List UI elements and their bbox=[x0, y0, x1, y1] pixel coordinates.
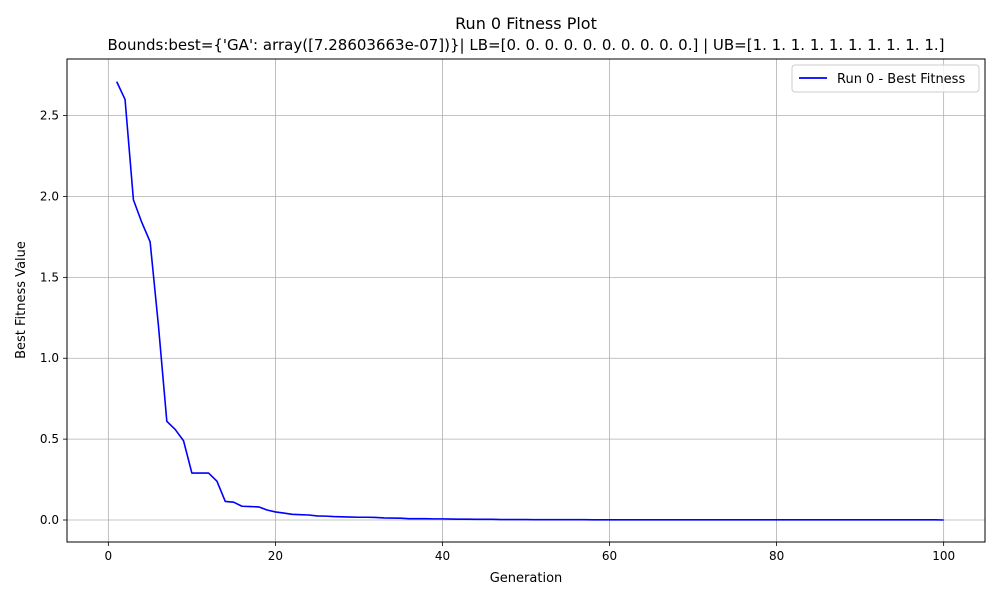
x-axis-label: Generation bbox=[490, 571, 563, 586]
chart-subtitle: Bounds:best={'GA': array([7.28603663e-07… bbox=[108, 36, 945, 54]
x-tick-label: 0 bbox=[105, 549, 113, 563]
y-tick-label: 0.0 bbox=[40, 513, 59, 527]
y-tick-label: 0.5 bbox=[40, 432, 59, 446]
plot-frame bbox=[66, 58, 986, 543]
y-axis-ticks: 0.0 0.5 1.0 1.5 2.0 2.5 bbox=[40, 109, 67, 527]
x-tick-label: 60 bbox=[602, 549, 617, 563]
y-tick-label: 2.0 bbox=[40, 189, 59, 203]
y-tick-label: 1.0 bbox=[40, 351, 59, 365]
y-tick-label: 2.5 bbox=[40, 109, 59, 123]
chart-title: Run 0 Fitness Plot bbox=[455, 14, 597, 33]
series-line-run-0 bbox=[115, 81, 944, 521]
x-tick-label: 20 bbox=[268, 549, 283, 563]
legend-box bbox=[791, 64, 980, 93]
legend: Run 0 - Best Fitness bbox=[791, 64, 980, 93]
y-tick-label: 1.5 bbox=[40, 270, 59, 284]
x-tick-label: 40 bbox=[435, 549, 450, 563]
x-tick-label: 100 bbox=[932, 549, 955, 563]
series-group bbox=[115, 81, 944, 521]
x-tick-label: 80 bbox=[769, 549, 784, 563]
legend-label: Run 0 - Best Fitness bbox=[837, 72, 965, 87]
x-axis-ticks: 0 20 40 60 80 100 bbox=[105, 542, 955, 563]
y-axis-label: Best Fitness Value bbox=[14, 241, 29, 359]
